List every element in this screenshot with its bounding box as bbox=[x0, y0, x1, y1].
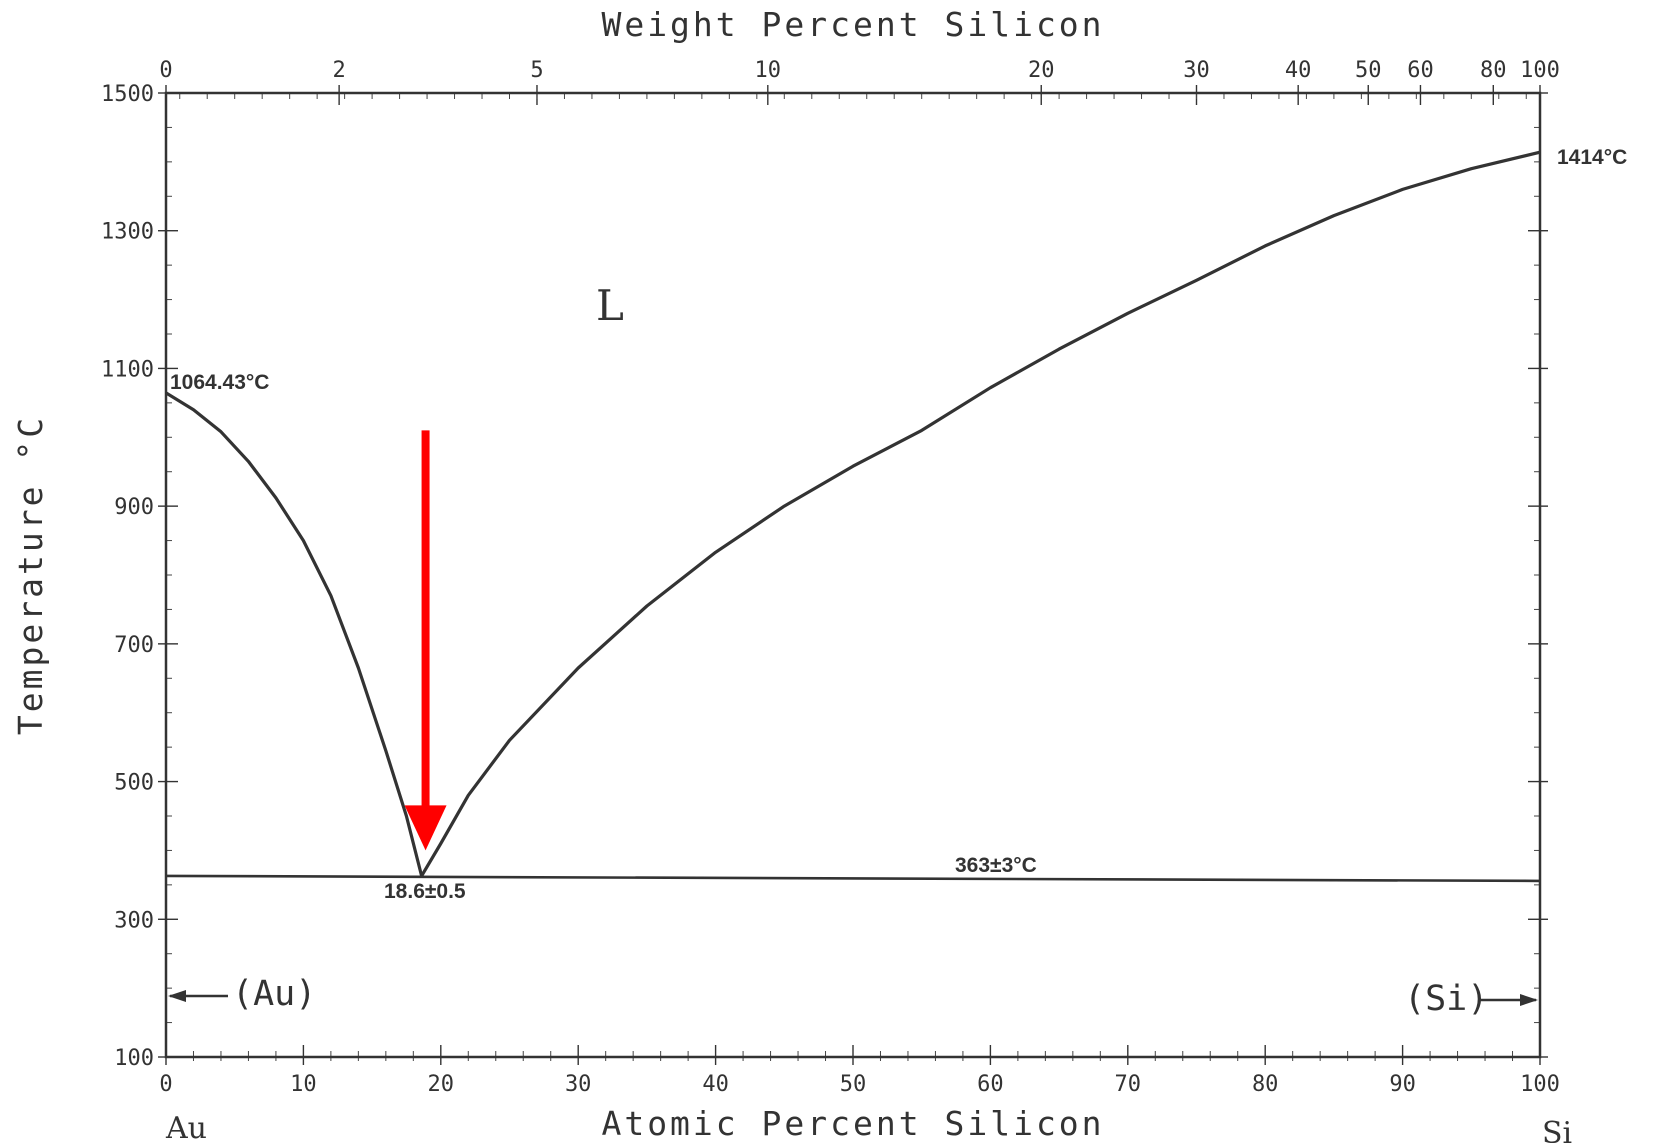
x-tick-label: 40 bbox=[702, 1072, 729, 1097]
y-tick-label: 900 bbox=[114, 495, 154, 520]
bottom-axis-label: Atomic Percent Silicon bbox=[601, 1104, 1104, 1143]
x-tick-label: 20 bbox=[428, 1072, 455, 1097]
endpoint-au-label: Au bbox=[165, 1111, 207, 1143]
x2-tick-label: 10 bbox=[755, 58, 782, 83]
axis-ticks bbox=[158, 85, 1548, 1065]
x-tick-label: 100 bbox=[1520, 1072, 1560, 1097]
red-arrow-head bbox=[404, 805, 447, 851]
eutectic-composition-annotation: 18.6±0.5 bbox=[384, 880, 466, 903]
x-tick-label: 50 bbox=[840, 1072, 867, 1097]
endpoint-si-label: Si bbox=[1542, 1116, 1572, 1143]
plot-frame bbox=[164, 91, 1542, 1059]
y-tick-label: 1100 bbox=[101, 357, 154, 382]
x-tick-label: 10 bbox=[290, 1072, 317, 1097]
x2-tick-label: 40 bbox=[1285, 58, 1312, 83]
y-tick-label: 100 bbox=[114, 1046, 154, 1071]
x2-tick-label: 20 bbox=[1028, 58, 1055, 83]
x2-tick-label: 80 bbox=[1480, 58, 1507, 83]
top-axis-label: Weight Percent Silicon bbox=[601, 5, 1104, 44]
x-tick-label: 90 bbox=[1389, 1072, 1416, 1097]
x2-tick-label: 60 bbox=[1407, 58, 1434, 83]
eutectic-temperature-annotation: 363±3°C bbox=[955, 854, 1037, 877]
si-melting-annotation: 1414°C bbox=[1557, 146, 1627, 169]
x-tick-label: 30 bbox=[565, 1072, 592, 1097]
si-phase-label: (Si) bbox=[1404, 979, 1488, 1019]
y-tick-label: 1500 bbox=[101, 82, 154, 107]
x2-tick-label: 0 bbox=[159, 58, 172, 83]
y-tick-label: 700 bbox=[114, 633, 154, 658]
x-tick-label: 60 bbox=[977, 1072, 1004, 1097]
y-tick-label: 300 bbox=[114, 908, 154, 933]
y-axis-label: Temperature °C bbox=[11, 415, 50, 735]
liquidus-au-side bbox=[165, 391, 424, 877]
x-tick-label: 0 bbox=[159, 1072, 172, 1097]
au-melting-annotation: 1064.43°C bbox=[170, 371, 269, 394]
liquidus-si-side bbox=[420, 150, 1541, 877]
x-tick-label: 70 bbox=[1115, 1072, 1142, 1097]
au-phase-label: (Au) bbox=[232, 974, 316, 1014]
si-phase-arrowhead bbox=[1520, 994, 1538, 1006]
au-phase-arrowhead bbox=[168, 990, 186, 1002]
x2-tick-label: 5 bbox=[530, 58, 543, 83]
x2-tick-label: 100 bbox=[1520, 58, 1560, 83]
y-tick-label: 500 bbox=[114, 771, 154, 796]
eutectic-isotherm bbox=[165, 874, 1541, 883]
x2-tick-label: 30 bbox=[1183, 58, 1210, 83]
x2-tick-label: 2 bbox=[332, 58, 345, 83]
x2-tick-label: 50 bbox=[1355, 58, 1382, 83]
liquid-region-label: L bbox=[596, 281, 624, 330]
x-tick-label: 80 bbox=[1252, 1072, 1279, 1097]
y-tick-label: 1300 bbox=[101, 220, 154, 245]
